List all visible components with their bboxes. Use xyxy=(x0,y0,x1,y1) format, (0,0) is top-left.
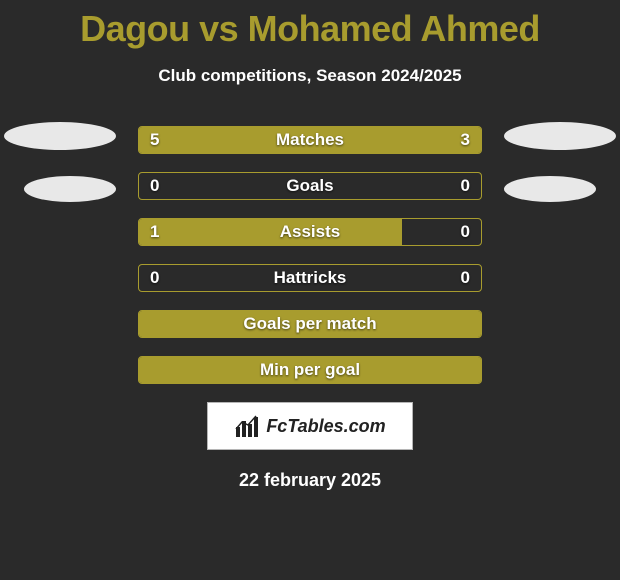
stat-row: Assists10 xyxy=(138,218,482,246)
stat-bar-track xyxy=(138,172,482,200)
logo-bars-icon xyxy=(234,413,260,439)
stat-row: Goals per match xyxy=(138,310,482,338)
stat-bar-track xyxy=(138,264,482,292)
stat-value-left: 5 xyxy=(150,126,159,154)
stat-value-right: 0 xyxy=(461,172,470,200)
stat-value-right: 3 xyxy=(461,126,470,154)
player-placeholder-oval xyxy=(4,122,116,150)
stat-bar-left-fill xyxy=(139,311,481,337)
player-placeholder-oval xyxy=(504,122,616,150)
stat-value-left: 0 xyxy=(150,172,159,200)
stat-bar-track xyxy=(138,126,482,154)
stat-bars-container: Matches53Goals00Assists10Hattricks00Goal… xyxy=(0,126,620,384)
logo-badge: FcTables.com xyxy=(207,402,413,450)
stat-bar-left-fill xyxy=(139,219,402,245)
comparison-subtitle: Club competitions, Season 2024/2025 xyxy=(0,66,620,86)
logo-text: FcTables.com xyxy=(266,416,385,437)
stat-value-right: 0 xyxy=(461,218,470,246)
stat-bar-left-fill xyxy=(139,127,353,153)
stat-row: Matches53 xyxy=(138,126,482,154)
player-placeholder-oval xyxy=(24,176,116,202)
stat-bar-track xyxy=(138,310,482,338)
player-placeholder-oval xyxy=(504,176,596,202)
stat-value-left: 0 xyxy=(150,264,159,292)
stat-value-right: 0 xyxy=(461,264,470,292)
stat-value-left: 1 xyxy=(150,218,159,246)
stat-row: Goals00 xyxy=(138,172,482,200)
snapshot-date: 22 february 2025 xyxy=(0,470,620,491)
stat-row: Hattricks00 xyxy=(138,264,482,292)
comparison-title: Dagou vs Mohamed Ahmed xyxy=(0,0,620,50)
stat-bar-track xyxy=(138,356,482,384)
stat-row: Min per goal xyxy=(138,356,482,384)
stat-bar-track xyxy=(138,218,482,246)
stat-bar-left-fill xyxy=(139,357,481,383)
